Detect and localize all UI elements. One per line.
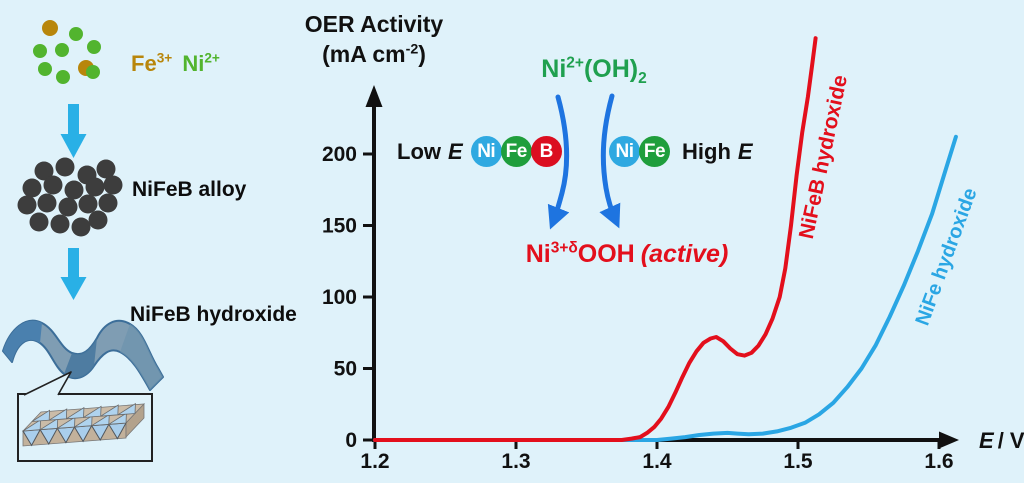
atom-circle-fe: Fe bbox=[500, 136, 532, 167]
alloy-dot bbox=[58, 197, 78, 217]
alloy-nanoparticle-dots bbox=[17, 157, 123, 237]
alloy-dot bbox=[50, 214, 70, 234]
ions-label: Fe3+ Ni2+ bbox=[131, 51, 220, 77]
x-tick-label: 1.5 bbox=[783, 450, 813, 473]
lattice-triangle bbox=[22, 419, 42, 432]
ni-ion-dot bbox=[69, 27, 83, 41]
ni-ion-label: Ni2+ bbox=[182, 50, 220, 76]
low-potential-group: Low E Ni Fe B bbox=[397, 136, 562, 167]
high-potential-group: Ni Fe High E bbox=[609, 136, 753, 167]
alloy-label: NiFeB alloy bbox=[132, 178, 247, 201]
reaction-arrow-left-icon bbox=[547, 94, 570, 230]
alloy-dot bbox=[37, 193, 57, 213]
lattice-triangle bbox=[74, 415, 93, 428]
lattice-triangle bbox=[83, 405, 102, 418]
lattice-side-face bbox=[125, 402, 145, 439]
alloy-dot bbox=[98, 193, 118, 213]
alloy-dot bbox=[64, 180, 84, 200]
lattice-triangle bbox=[66, 406, 85, 420]
lattice-triangle bbox=[100, 404, 119, 417]
low-e-symbol: E bbox=[448, 138, 463, 164]
alloy-dot bbox=[29, 212, 49, 232]
low-e-atoms: Ni Fe B bbox=[470, 136, 562, 167]
synthesis-arrow-2-icon bbox=[60, 248, 87, 300]
lattice-triangle bbox=[48, 408, 68, 421]
lattice-triangle bbox=[117, 402, 136, 416]
atom-circle-ni: Ni bbox=[609, 136, 640, 167]
reaction-arrows bbox=[547, 93, 621, 230]
ni-ion-dot bbox=[38, 62, 52, 76]
atom-circle-b: B bbox=[530, 136, 562, 167]
active-note: (active) bbox=[640, 240, 729, 268]
low-e-word: Low bbox=[397, 138, 441, 164]
high-e-symbol: E bbox=[737, 138, 753, 164]
alloy-dot bbox=[22, 178, 42, 198]
alloy-dot bbox=[34, 161, 54, 181]
y-tick-label: 200 bbox=[322, 143, 357, 166]
lattice-triangle bbox=[108, 412, 127, 425]
lattice-inset bbox=[17, 371, 153, 462]
alloy-dot bbox=[43, 175, 63, 195]
alloy-dot bbox=[103, 175, 123, 195]
x-tick-label: 1.3 bbox=[501, 450, 530, 473]
alloy-dot bbox=[71, 217, 91, 237]
fe-ion-label: Fe3+ bbox=[131, 50, 173, 76]
y-axis-title: OER Activity (mA cm-2) bbox=[305, 9, 443, 69]
ni-ion-dot bbox=[55, 43, 69, 57]
product-formula: Ni3+δOOH (active) bbox=[525, 239, 729, 268]
ni-ion-dot bbox=[86, 65, 100, 79]
ni-ion-dot bbox=[33, 44, 47, 58]
hydroxide-label: NiFeB hydroxide bbox=[130, 303, 297, 326]
alloy-dot bbox=[85, 177, 105, 197]
lattice-triangle bbox=[57, 416, 76, 429]
high-e-atoms: Ni Fe bbox=[609, 136, 670, 167]
y-tick-label: 0 bbox=[345, 429, 357, 452]
x-tick-label: 1.4 bbox=[642, 450, 672, 473]
reactant-formula: Ni2+(OH)2 bbox=[541, 54, 647, 87]
ni-ion-dot bbox=[56, 70, 70, 84]
synthesis-arrow-1-icon bbox=[60, 104, 87, 158]
reaction-arrow-right-icon bbox=[599, 93, 621, 229]
y-axis-arrowhead-icon bbox=[365, 85, 383, 107]
y-axis-title-line1: OER Activity bbox=[304, 11, 444, 37]
lattice-triangle bbox=[39, 417, 59, 431]
y-tick-label: 100 bbox=[322, 286, 357, 309]
curve-nife-hydroxide bbox=[373, 134, 958, 442]
alloy-dot bbox=[17, 195, 37, 215]
lattice-triangle bbox=[31, 409, 51, 422]
atom-circle-fe: Fe bbox=[639, 136, 670, 167]
y-tick-label: 150 bbox=[322, 215, 357, 238]
x-tick-label: 1.6 bbox=[924, 450, 953, 473]
nanosheet-illustration bbox=[2, 319, 164, 391]
chart-curves bbox=[373, 36, 958, 442]
high-e-word: High bbox=[682, 138, 731, 164]
x-axis-arrowhead-icon bbox=[939, 431, 959, 449]
x-tick-label: 1.2 bbox=[360, 450, 389, 473]
y-axis-title-line2: (mA cm-2) bbox=[322, 41, 426, 67]
atom-circle-ni: Ni bbox=[470, 136, 502, 167]
lattice-triangle bbox=[91, 413, 110, 427]
alloy-dot bbox=[88, 210, 108, 230]
ni-ion-dot bbox=[87, 40, 101, 54]
alloy-dot bbox=[55, 157, 75, 177]
x-axis-label: E / V bbox=[979, 428, 1024, 453]
fe-ion-dot bbox=[42, 20, 58, 36]
metal-ion-dots bbox=[33, 20, 101, 84]
curve-nifeb-hydroxide bbox=[373, 36, 818, 442]
y-tick-label: 50 bbox=[334, 358, 357, 381]
alloy-dot bbox=[96, 159, 116, 179]
alloy-dot bbox=[78, 194, 98, 214]
axis-ticks: 1.2 1.3 1.4 1.5 1.6 0 50 100 150 200 bbox=[322, 143, 954, 473]
